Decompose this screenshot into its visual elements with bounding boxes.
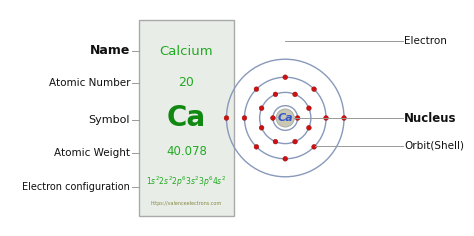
- FancyBboxPatch shape: [139, 20, 234, 216]
- Circle shape: [324, 116, 328, 120]
- Text: Atomic Number: Atomic Number: [49, 78, 130, 88]
- Circle shape: [283, 75, 288, 80]
- Text: Symbol: Symbol: [89, 115, 130, 125]
- Text: Atomic Weight: Atomic Weight: [54, 148, 130, 158]
- Circle shape: [271, 116, 275, 120]
- Text: $1s^2 2s^2 2p^6 3s^2 3p^6 4s^2$: $1s^2 2s^2 2p^6 3s^2 3p^6 4s^2$: [146, 175, 227, 189]
- Text: 20: 20: [178, 76, 194, 89]
- Text: Electron configuration: Electron configuration: [22, 182, 130, 192]
- Circle shape: [254, 144, 259, 149]
- Circle shape: [224, 116, 229, 120]
- Circle shape: [292, 92, 297, 97]
- Circle shape: [273, 92, 278, 97]
- Circle shape: [242, 116, 247, 120]
- Text: 40.078: 40.078: [166, 145, 207, 158]
- Text: Orbit(Shell): Orbit(Shell): [404, 141, 465, 151]
- Circle shape: [273, 139, 278, 144]
- Circle shape: [342, 116, 346, 120]
- Circle shape: [312, 87, 317, 92]
- Circle shape: [307, 106, 311, 111]
- Circle shape: [283, 156, 288, 161]
- Circle shape: [254, 87, 259, 92]
- Text: Name: Name: [90, 44, 130, 57]
- Circle shape: [259, 125, 264, 130]
- Text: Ca: Ca: [277, 113, 293, 123]
- Text: Electron: Electron: [404, 36, 447, 46]
- Circle shape: [307, 125, 311, 130]
- Circle shape: [295, 116, 300, 120]
- Circle shape: [259, 106, 264, 111]
- Text: https://valenceelectrons.com: https://valenceelectrons.com: [151, 201, 222, 206]
- Circle shape: [292, 139, 297, 144]
- Text: Ca: Ca: [167, 104, 206, 132]
- Circle shape: [312, 144, 317, 149]
- Circle shape: [276, 109, 294, 127]
- Text: Nucleus: Nucleus: [404, 111, 457, 125]
- Text: Calcium: Calcium: [160, 45, 213, 58]
